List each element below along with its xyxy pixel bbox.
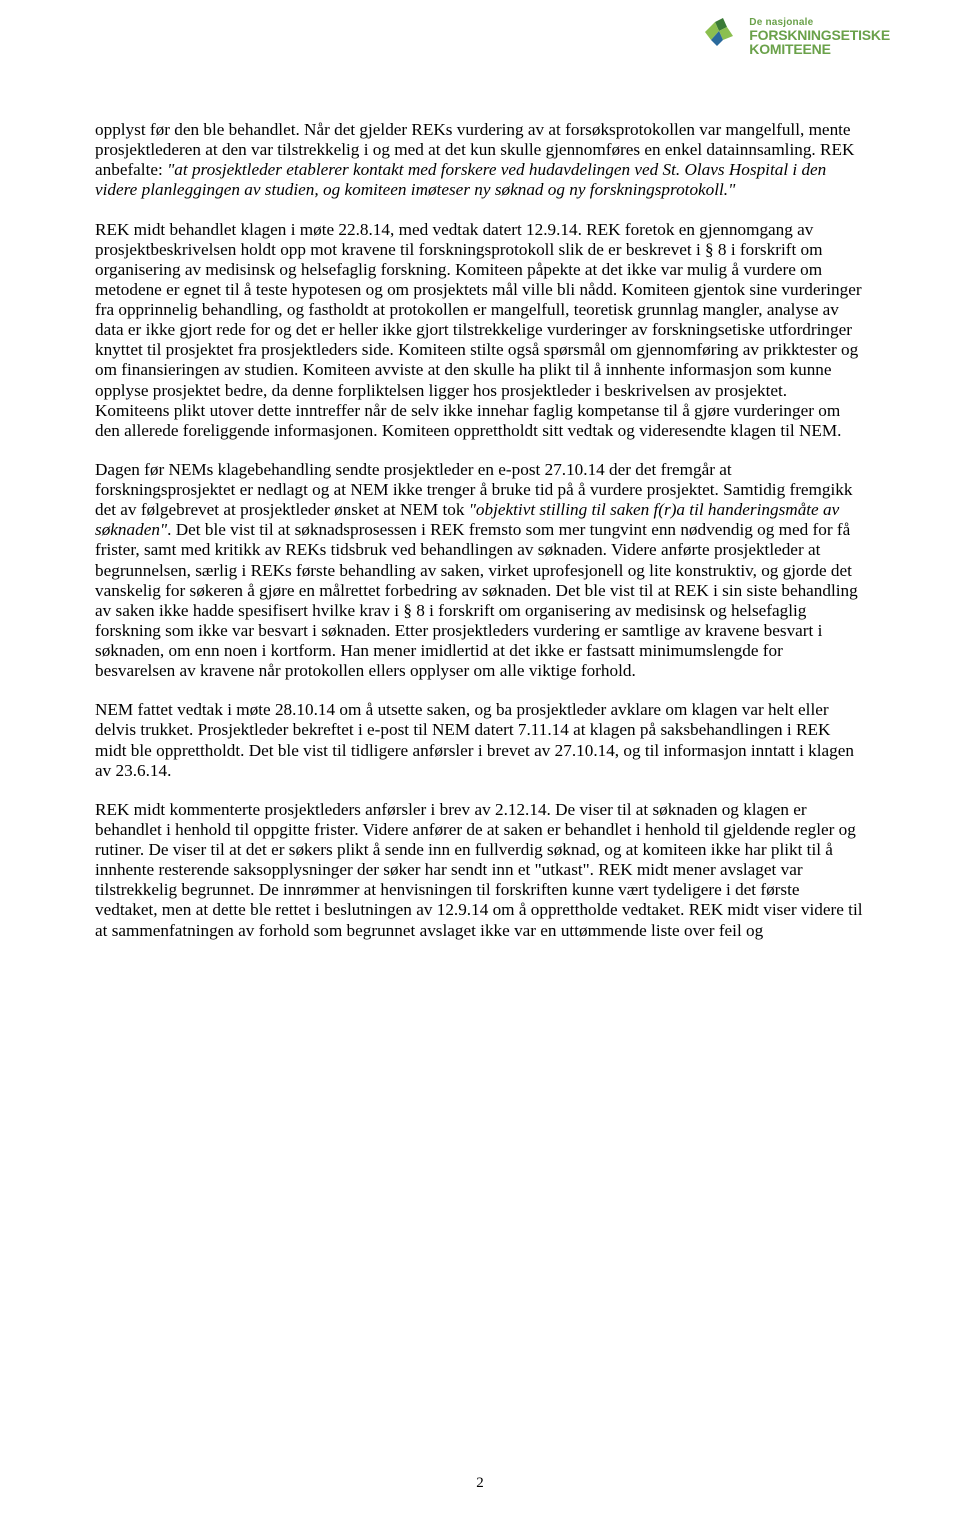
org-logo: De nasjonale FORSKNINGSETISKE KOMITEENE [705, 18, 890, 56]
body-text: . Det ble vist til at søknadsprosessen i… [95, 520, 858, 680]
body-text: REK midt kommenterte prosjektleders anfø… [95, 800, 863, 940]
logo-line-2: FORSKNINGSETISKE [749, 28, 890, 42]
paragraph: REK midt kommenterte prosjektleders anfø… [95, 800, 865, 941]
logo-line-3: KOMITEENE [749, 42, 890, 56]
logo-text: De nasjonale FORSKNINGSETISKE KOMITEENE [749, 18, 890, 56]
page-number: 2 [0, 1475, 960, 1492]
document-body: opplyst før den ble behandlet. Når det g… [95, 120, 865, 941]
italic-text: "at prosjektleder etablerer kontakt med … [95, 160, 826, 199]
body-text: NEM fattet vedtak i møte 28.10.14 om å u… [95, 700, 854, 779]
paragraph: REK midt behandlet klagen i møte 22.8.14… [95, 220, 865, 441]
paragraph: opplyst før den ble behandlet. Når det g… [95, 120, 865, 201]
paragraph: NEM fattet vedtak i møte 28.10.14 om å u… [95, 700, 865, 781]
paragraph: Dagen før NEMs klagebehandling sendte pr… [95, 460, 865, 681]
document-page: De nasjonale FORSKNINGSETISKE KOMITEENE … [0, 0, 960, 1530]
logo-mark-icon [705, 18, 743, 48]
body-text: REK midt behandlet klagen i møte 22.8.14… [95, 220, 862, 440]
